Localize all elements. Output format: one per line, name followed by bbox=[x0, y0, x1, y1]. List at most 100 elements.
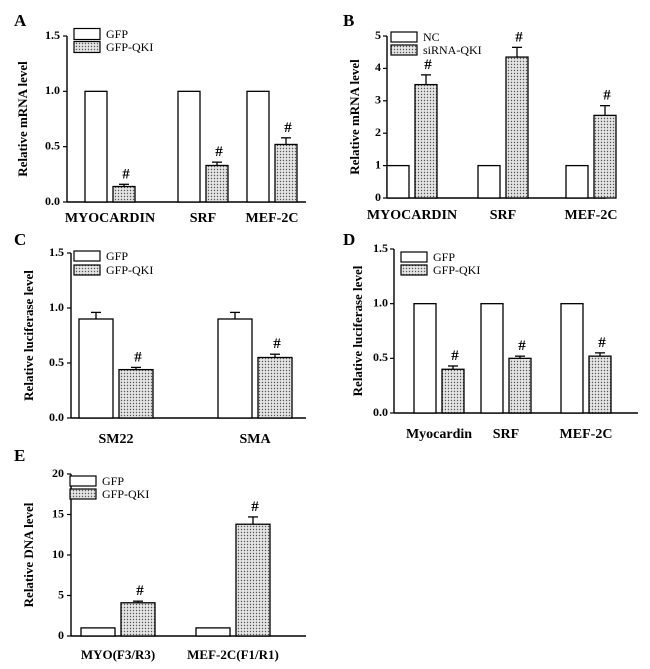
legend-swatch bbox=[73, 40, 101, 54]
x-tick-label: MYO(F3/R3) bbox=[81, 647, 155, 662]
bar-control bbox=[80, 627, 116, 637]
y-tick-label: 20 bbox=[52, 466, 64, 480]
panel-label: C bbox=[14, 230, 26, 249]
panel-e: E 0 5 10 15 20 Relative DNA level # MYO(F3/R3) # M… bbox=[14, 446, 306, 662]
x-tick-label: Myocardin bbox=[406, 427, 472, 442]
bar-treatment bbox=[235, 523, 271, 637]
x-tick-label: SRF bbox=[493, 427, 519, 442]
bar-control bbox=[413, 303, 437, 414]
panel-a: A 0.0 0.5 1.0 1.5 Relative mRNA level # MYOCARD… bbox=[14, 11, 306, 226]
y-tick-label: 0.5 bbox=[49, 355, 64, 369]
y-tick-label: 0.5 bbox=[45, 138, 60, 152]
panel-label: E bbox=[14, 446, 25, 465]
significance-mark: # bbox=[251, 499, 259, 515]
significance-mark: # bbox=[284, 120, 292, 136]
bar-treatment bbox=[593, 114, 617, 199]
y-tick-label: 15 bbox=[52, 506, 64, 520]
legend-swatch bbox=[73, 27, 101, 41]
x-tick-label: MEF-2C(F1/R1) bbox=[187, 647, 279, 662]
y-tick-label: 0 bbox=[375, 190, 381, 204]
y-tick-label: 1.5 bbox=[373, 241, 388, 255]
x-tick-label: MYOCARDIN bbox=[65, 211, 155, 226]
significance-mark: # bbox=[424, 57, 432, 73]
y-tick-label: 5 bbox=[58, 587, 64, 601]
bar-control bbox=[560, 303, 584, 414]
bar-treatment bbox=[120, 602, 156, 637]
legend-label: GFP bbox=[106, 27, 128, 41]
legend-label: GFP bbox=[102, 474, 124, 488]
legend-swatch bbox=[73, 250, 101, 262]
x-tick-label: SRF bbox=[190, 211, 216, 226]
y-tick-label: 1.0 bbox=[49, 300, 64, 314]
panel-label: D bbox=[343, 230, 355, 249]
x-tick-label: MEF-2C bbox=[246, 211, 299, 226]
y-tick-label: 1.5 bbox=[49, 245, 64, 259]
y-tick-label: 1 bbox=[375, 157, 381, 171]
x-tick-label: MEF-2C bbox=[560, 427, 613, 442]
x-tick-label: SMA bbox=[239, 432, 271, 447]
y-tick-label: 5 bbox=[375, 28, 381, 42]
panel-b: B 0 1 2 3 4 5 Relative mRNA level # MYOCARDIN # SRF… bbox=[343, 11, 617, 223]
panel-label: B bbox=[343, 11, 354, 30]
y-tick-label: 3 bbox=[375, 93, 381, 107]
y-axis-label: Relative luciferase level bbox=[350, 265, 365, 396]
y-tick-label: 10 bbox=[52, 547, 64, 561]
significance-mark: # bbox=[603, 88, 611, 104]
legend-swatch bbox=[400, 264, 428, 276]
legend-swatch bbox=[390, 31, 418, 43]
y-tick-label: 4 bbox=[375, 60, 381, 74]
panel-label: A bbox=[14, 11, 27, 30]
bar-control bbox=[565, 164, 589, 199]
significance-mark: # bbox=[273, 336, 281, 352]
significance-mark: # bbox=[215, 144, 223, 160]
legend-label: NC bbox=[423, 30, 440, 44]
bar-treatment bbox=[414, 83, 438, 199]
bar-treatment bbox=[205, 164, 229, 203]
panel-c: C 0.0 0.5 1.0 1.5 Relative luciferase level # S… bbox=[14, 230, 306, 447]
y-axis-label: Relative mRNA level bbox=[15, 61, 30, 177]
y-tick-label: 1.0 bbox=[373, 295, 388, 309]
bar-treatment bbox=[505, 56, 529, 199]
legend-swatch bbox=[69, 488, 97, 500]
x-tick-label: MEF-2C bbox=[565, 208, 618, 223]
bar-control bbox=[78, 318, 114, 419]
legend-label: GFP bbox=[106, 249, 128, 263]
legend-label: GFP bbox=[433, 250, 455, 264]
y-tick-label: 2 bbox=[375, 125, 381, 139]
legend-label: GFP-QKI bbox=[106, 40, 153, 54]
significance-mark: # bbox=[122, 166, 130, 182]
x-tick-label: MYOCARDIN bbox=[367, 208, 457, 223]
bar-treatment bbox=[257, 356, 293, 419]
legend-label: GFP-QKI bbox=[102, 487, 149, 501]
significance-mark: # bbox=[134, 349, 142, 365]
y-axis-label: Relative mRNA level bbox=[347, 59, 362, 175]
legend-swatch bbox=[73, 264, 101, 276]
legend-label: siRNA-QKI bbox=[423, 43, 482, 57]
y-tick-label: 0.0 bbox=[373, 405, 388, 419]
panel-d: D 0.0 0.5 1.0 1.5 Relative luciferase level # M… bbox=[343, 230, 638, 442]
significance-mark: # bbox=[598, 335, 606, 351]
bar-control bbox=[217, 318, 253, 419]
bar-control bbox=[84, 90, 108, 203]
y-tick-label: 0.0 bbox=[49, 410, 64, 424]
y-axis-label: Relative luciferase level bbox=[21, 270, 36, 401]
significance-mark: # bbox=[518, 338, 526, 354]
bar-control bbox=[386, 164, 410, 199]
legend-swatch bbox=[400, 251, 428, 263]
y-tick-label: 0 bbox=[58, 628, 64, 642]
bar-control bbox=[177, 90, 201, 203]
bar-control bbox=[480, 303, 504, 414]
bar-treatment bbox=[588, 355, 612, 414]
bar-treatment bbox=[118, 368, 154, 419]
significance-mark: # bbox=[136, 583, 144, 599]
legend-label: GFP-QKI bbox=[433, 263, 480, 277]
bar-treatment bbox=[112, 185, 136, 203]
y-tick-label: 0.0 bbox=[45, 194, 60, 208]
bar-treatment bbox=[274, 143, 298, 203]
significance-mark: # bbox=[515, 29, 523, 45]
bar-control bbox=[246, 90, 270, 203]
y-tick-label: 1.0 bbox=[45, 83, 60, 97]
bar-control bbox=[195, 627, 231, 637]
significance-mark: # bbox=[451, 348, 459, 364]
